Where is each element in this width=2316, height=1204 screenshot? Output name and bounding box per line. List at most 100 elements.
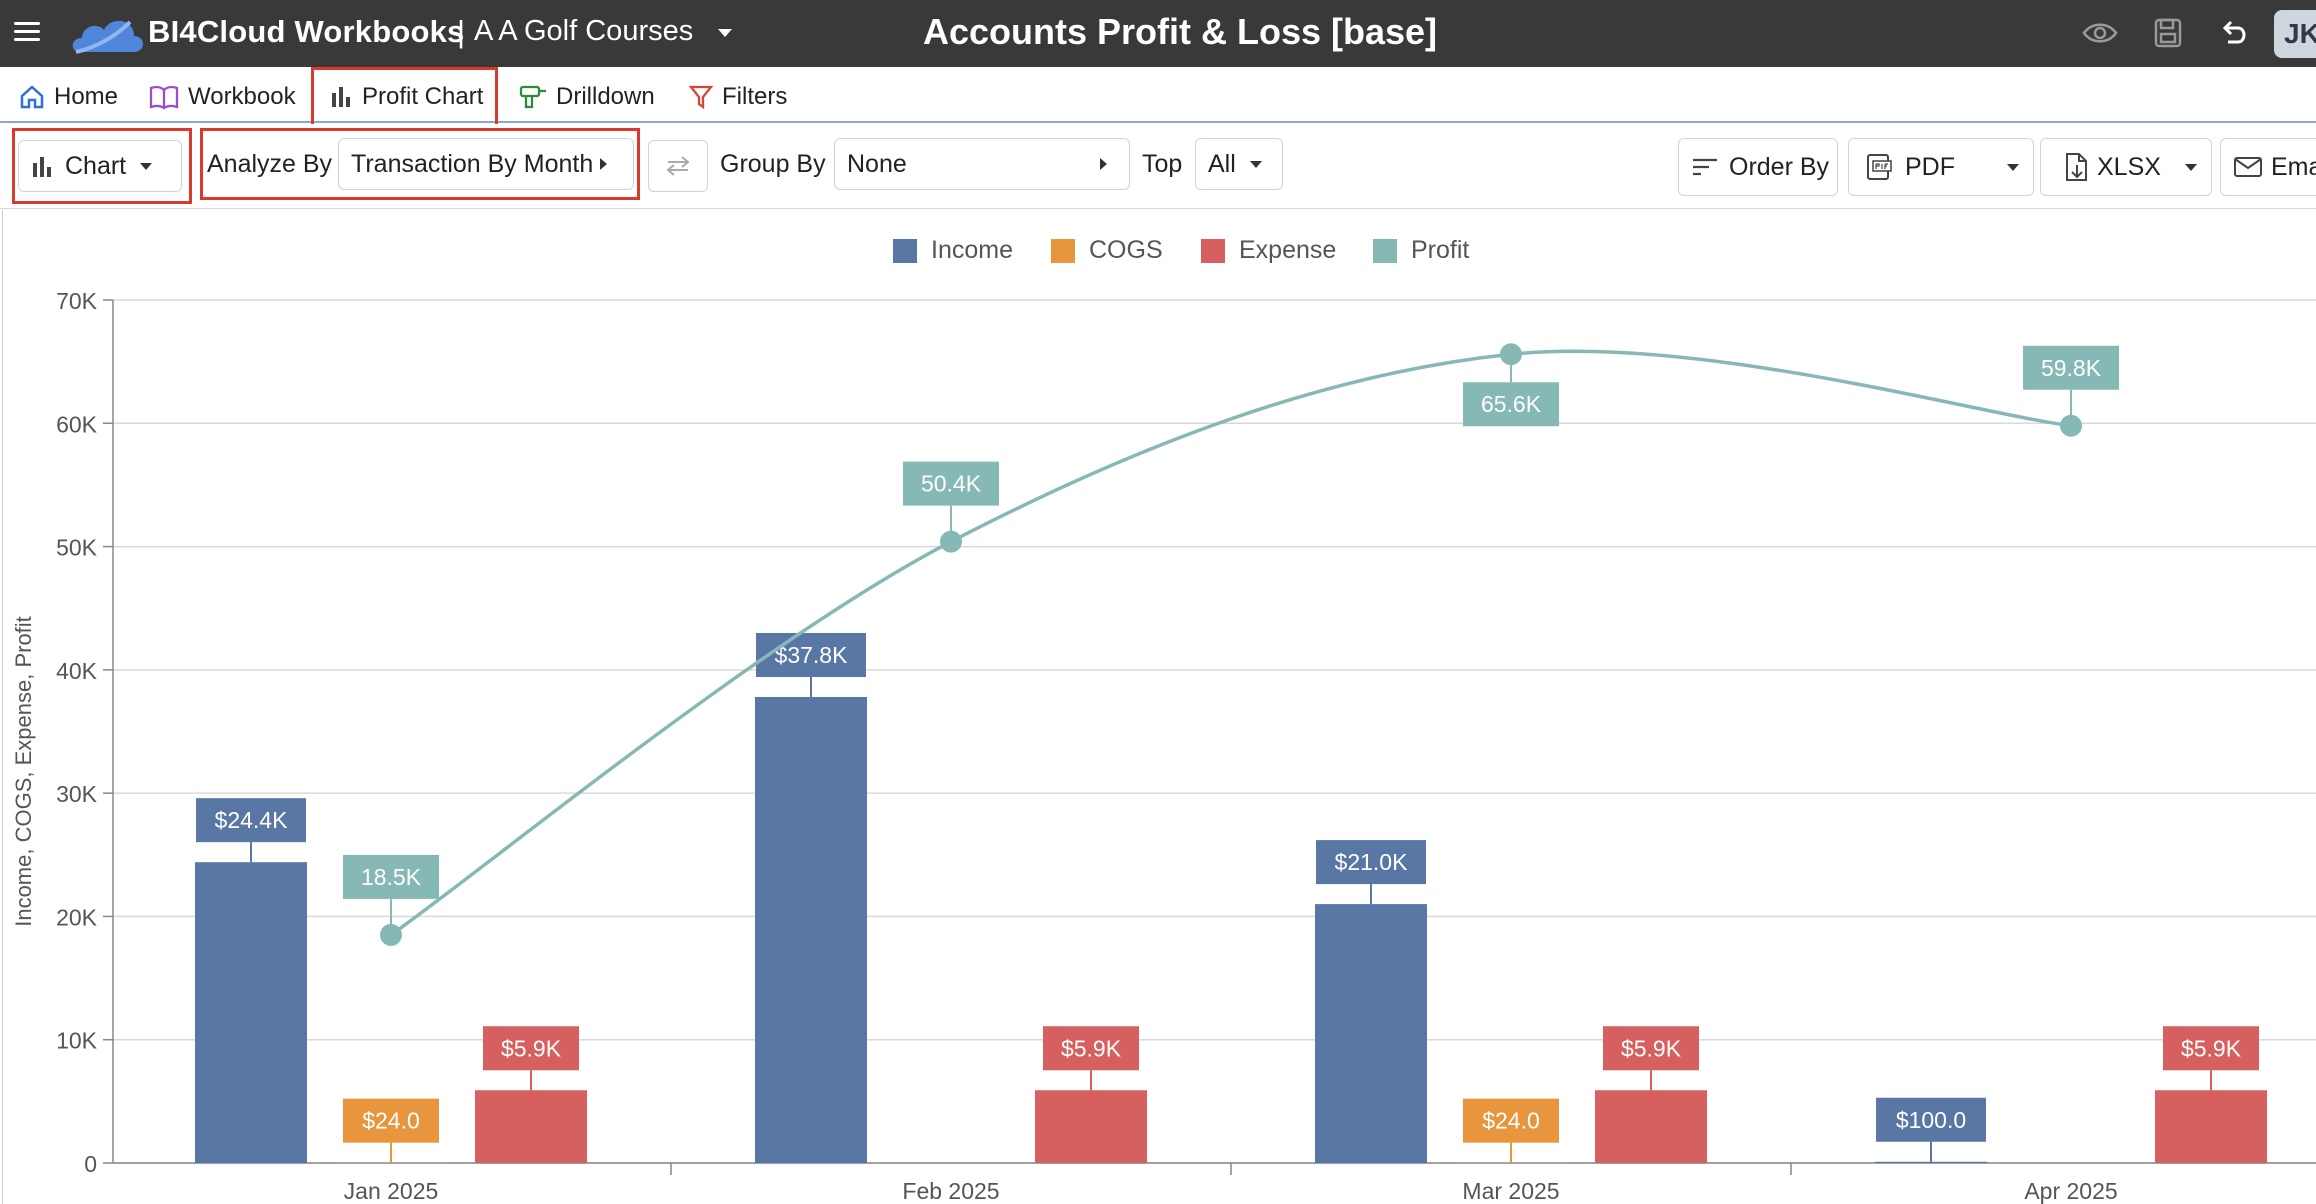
tab-drilldown-label: Drilldown [556, 83, 655, 110]
book-icon [149, 85, 179, 110]
tab-workbook[interactable]: Workbook [148, 71, 296, 123]
bar-income [1315, 904, 1427, 1163]
profit-chart: Income COGS Expense Profit 0 10K 20K 30K 40K… [2, 210, 2316, 1204]
data-label-cogs: $24.0 [1482, 1108, 1540, 1134]
x-tick-label: Apr 2025 [2024, 1178, 2117, 1204]
undo-icon[interactable] [2216, 16, 2252, 50]
user-avatar[interactable]: JK [2274, 10, 2316, 58]
report-title: Accounts Profit & Loss [base] [922, 11, 1438, 52]
bar-expense [2155, 1090, 2267, 1163]
tab-home[interactable]: Home [18, 71, 118, 123]
bar-income [1875, 1161, 1987, 1163]
drill-icon [519, 85, 546, 109]
analyze-by-select[interactable]: Transaction By Month [338, 138, 634, 190]
hamburger-menu-icon[interactable] [14, 18, 44, 46]
data-label-expense-box [1043, 1026, 1139, 1071]
data-label-profit: 59.8K [2041, 355, 2102, 381]
data-label-cogs-box [343, 1098, 439, 1143]
title-separator: | [457, 14, 466, 49]
data-label-income: $21.0K [1335, 849, 1409, 875]
filter-icon [688, 85, 714, 110]
bar-expense [475, 1090, 587, 1163]
data-label-expense: $5.9K [501, 1035, 562, 1061]
order-by-button[interactable]: Order By [1678, 138, 1838, 196]
company-caret-icon[interactable] [718, 29, 732, 37]
top-select[interactable]: All [1195, 138, 1283, 190]
highlight-chart-view [12, 128, 192, 204]
x-tick-label: Mar 2025 [1462, 1178, 1559, 1204]
top-value: All [1208, 149, 1236, 178]
bar-expense [1035, 1090, 1147, 1163]
y-tick-label: 30K [56, 781, 98, 807]
data-label-profit: 50.4K [921, 471, 982, 497]
data-label-expense-box [1603, 1026, 1699, 1071]
home-icon [20, 85, 44, 109]
legend-swatch [1373, 238, 1397, 263]
chevron-down-icon [1249, 160, 1262, 168]
x-tick-label: Feb 2025 [902, 1178, 999, 1204]
y-tick-label: 50K [56, 535, 98, 561]
legend-item-cogs[interactable]: COGS [1051, 236, 1163, 265]
legend-label: COGS [1089, 236, 1163, 264]
legend-item-income[interactable]: Income [893, 236, 1013, 265]
company-selector[interactable]: A A Golf Courses [474, 15, 694, 47]
xlsx-label: XLSX [2097, 152, 2161, 181]
data-label-income: $100.0 [1896, 1107, 1966, 1133]
y-tick-label: 10K [56, 1028, 98, 1054]
tab-profit-chart[interactable]: Profit Chart [330, 71, 483, 123]
data-label-income-box [756, 632, 866, 677]
group-by-value: None [847, 149, 907, 178]
y-axis-label: Income, COGS, Expense, Profit [11, 616, 36, 927]
chevron-down-icon [140, 162, 153, 170]
group-by-label: Group By [720, 150, 826, 178]
x-tick-label: Jan 2025 [344, 1178, 439, 1204]
order-by-label: Order By [1729, 152, 1830, 181]
tab-workbook-label: Workbook [188, 83, 296, 110]
chevron-right-icon [600, 158, 607, 170]
tab-profit-chart-label: Profit Chart [362, 83, 484, 110]
tab-drilldown[interactable]: Drilldown [518, 71, 655, 123]
chart-canvas: 0 10K 20K 30K 40K 50K 60K 70K Income, COGS, Expe… [11, 288, 2316, 1204]
tab-filters-label: Filters [722, 83, 788, 110]
legend-swatch [893, 238, 917, 263]
group-by-select[interactable]: None [834, 138, 1130, 190]
xlsx-export-button[interactable]: XLSX [2040, 138, 2212, 196]
swap-button[interactable] [648, 140, 708, 192]
email-button[interactable]: Ema [2220, 138, 2316, 196]
data-label-profit: 65.6K [1481, 391, 1542, 417]
app-name: BI4Cloud Workbooks [148, 14, 465, 49]
y-tick-label: 40K [56, 658, 98, 684]
bar-income [195, 862, 307, 1163]
tab-filters[interactable]: Filters [688, 71, 787, 123]
bar-income [755, 696, 867, 1163]
data-label-expense: $5.9K [1061, 1035, 1122, 1061]
chevron-down-icon[interactable] [2185, 163, 2197, 171]
legend-label: Profit [1411, 236, 1470, 264]
save-icon[interactable] [2150, 16, 2186, 50]
tab-home-label: Home [54, 83, 119, 110]
bar-chart-icon [33, 157, 51, 177]
bar-expense [1595, 1090, 1707, 1163]
chevron-down-icon[interactable] [2007, 163, 2019, 171]
top-label: Top [1142, 150, 1183, 178]
legend-label: Income [931, 236, 1013, 264]
toolbar: Chart Analyze By Transaction By Month Gr… [0, 124, 2316, 209]
pdf-file-icon [1867, 154, 1892, 180]
cloud-logo-icon [72, 20, 143, 54]
bar-chart-icon [332, 87, 350, 107]
data-label-profit-box [903, 461, 999, 506]
data-label-cogs-box [1463, 1098, 1559, 1143]
pdf-export-button[interactable]: PDF [1848, 138, 2034, 196]
chart-view-button[interactable]: Chart [18, 140, 182, 192]
legend-item-expense[interactable]: Expense [1201, 236, 1336, 265]
data-label-income-box [1316, 840, 1426, 885]
data-label-profit-box [2023, 345, 2119, 390]
sort-lines-icon [1693, 158, 1717, 176]
chart-view-label: Chart [65, 151, 127, 180]
data-label-income-box [1876, 1097, 1986, 1142]
data-label-expense: $5.9K [1621, 1035, 1682, 1061]
tab-bar: Home Workbook Profit Chart Drilldown Fil… [0, 67, 2316, 127]
eye-icon[interactable] [2082, 16, 2118, 50]
profit-line [389, 349, 2072, 937]
legend-item-profit[interactable]: Profit [1373, 236, 1469, 265]
